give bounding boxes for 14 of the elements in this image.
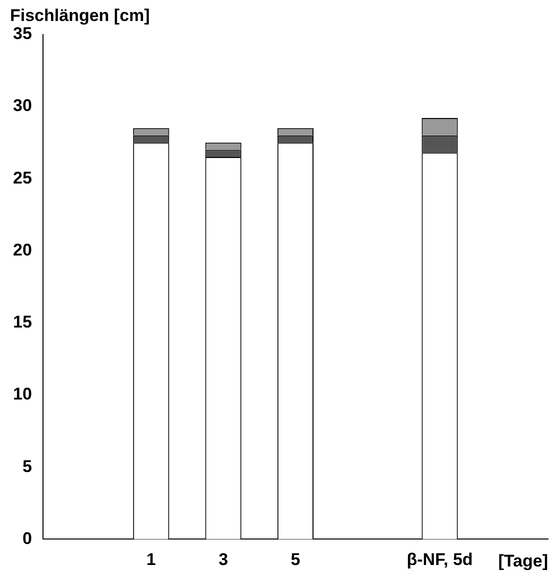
y-tick-label: 30	[12, 96, 32, 116]
x-tick-label: β-NF, 5d	[406, 550, 473, 570]
y-tick-label: 20	[12, 240, 32, 260]
y-tick-label: 25	[12, 168, 32, 188]
x-tick-label: 5	[290, 550, 300, 570]
y-tick-label: 0	[22, 528, 32, 548]
x-axis-title: [Tage]	[498, 551, 548, 570]
y-tick-label: 15	[12, 312, 32, 332]
x-tick-label: 1	[146, 550, 156, 570]
x-tick-label: 3	[218, 550, 228, 570]
y-axis-title: Fischlängen [cm]	[10, 6, 150, 25]
y-tick-label: 5	[22, 456, 32, 476]
y-tick-label: 35	[12, 24, 32, 44]
y-tick-label: 10	[12, 384, 32, 404]
